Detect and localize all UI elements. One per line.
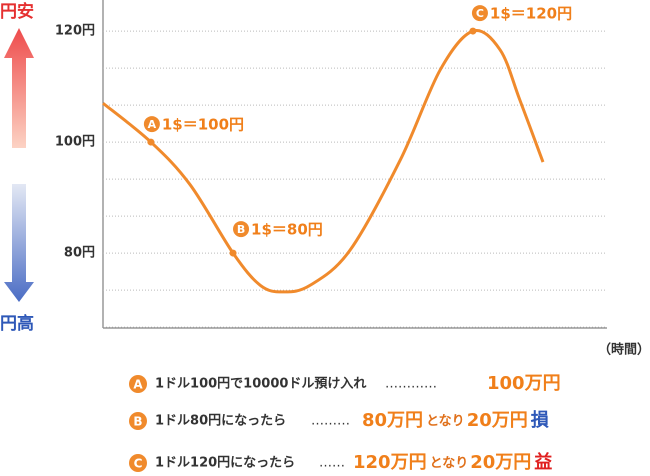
annotation-letter: B bbox=[237, 223, 245, 236]
annotation-badge bbox=[471, 5, 488, 22]
note-tag: 益 bbox=[534, 451, 552, 473]
annotation-text: 1$＝100円 bbox=[162, 116, 244, 134]
note-leader: ………… bbox=[385, 377, 437, 392]
x-axis-label: （時間） bbox=[598, 342, 650, 358]
note-leader: ……… bbox=[311, 414, 350, 429]
note-result: 120万円 となり 20万円益 bbox=[353, 451, 552, 473]
strong-yen-label: 円高 bbox=[0, 313, 34, 334]
note-amount: 100万円 bbox=[487, 373, 561, 394]
annotation-point bbox=[229, 249, 237, 257]
weak-yen-label: 円安 bbox=[0, 1, 34, 22]
y-tick-label: 80円 bbox=[64, 246, 95, 261]
line bbox=[102, 28, 545, 294]
down-arrow bbox=[4, 184, 34, 302]
note-text: 1ドル120円になったら bbox=[155, 456, 295, 471]
note-badge bbox=[129, 412, 147, 430]
y-tick-label: 120円 bbox=[55, 24, 95, 39]
annotation-text: 1$＝80円 bbox=[251, 221, 323, 239]
annotation-text: 1$＝120円 bbox=[490, 5, 572, 23]
note-result: 100万円 bbox=[487, 373, 561, 394]
note-leader: …… bbox=[319, 456, 345, 471]
note-text: 1ドル80円になったら bbox=[155, 414, 286, 429]
note-letter: A bbox=[133, 378, 143, 392]
note-badge bbox=[129, 454, 147, 472]
y-tick-label: 100円 bbox=[55, 135, 95, 150]
legend-rows: A 1ドル100円で10000ドル預け入れ ………… 100万円 B 1ドル80円になった… bbox=[129, 373, 561, 473]
note-amount2: 20万円 bbox=[467, 410, 528, 431]
annotation-badge bbox=[233, 221, 250, 238]
annotation-point bbox=[469, 27, 477, 35]
up-arrow bbox=[4, 28, 34, 148]
note-amount: 120万円 bbox=[353, 452, 427, 473]
note-result: 80万円 となり 20万円損 bbox=[362, 409, 550, 431]
note-tag: 損 bbox=[531, 409, 550, 431]
annotation-letter: C bbox=[476, 7, 484, 20]
note-amount2: 20万円 bbox=[470, 452, 531, 473]
note-letter: C bbox=[134, 457, 143, 471]
annotation-letter: A bbox=[148, 118, 157, 131]
note-amount: 80万円 bbox=[362, 410, 423, 431]
note-text: 1ドル100円で10000ドル預け入れ bbox=[155, 377, 366, 392]
note-joiner: となり bbox=[430, 456, 469, 471]
note-joiner: となり bbox=[426, 414, 465, 429]
note-letter: B bbox=[133, 415, 142, 429]
annotation-badge bbox=[143, 116, 160, 133]
note-badge bbox=[129, 375, 147, 393]
annotation-point bbox=[147, 138, 155, 146]
